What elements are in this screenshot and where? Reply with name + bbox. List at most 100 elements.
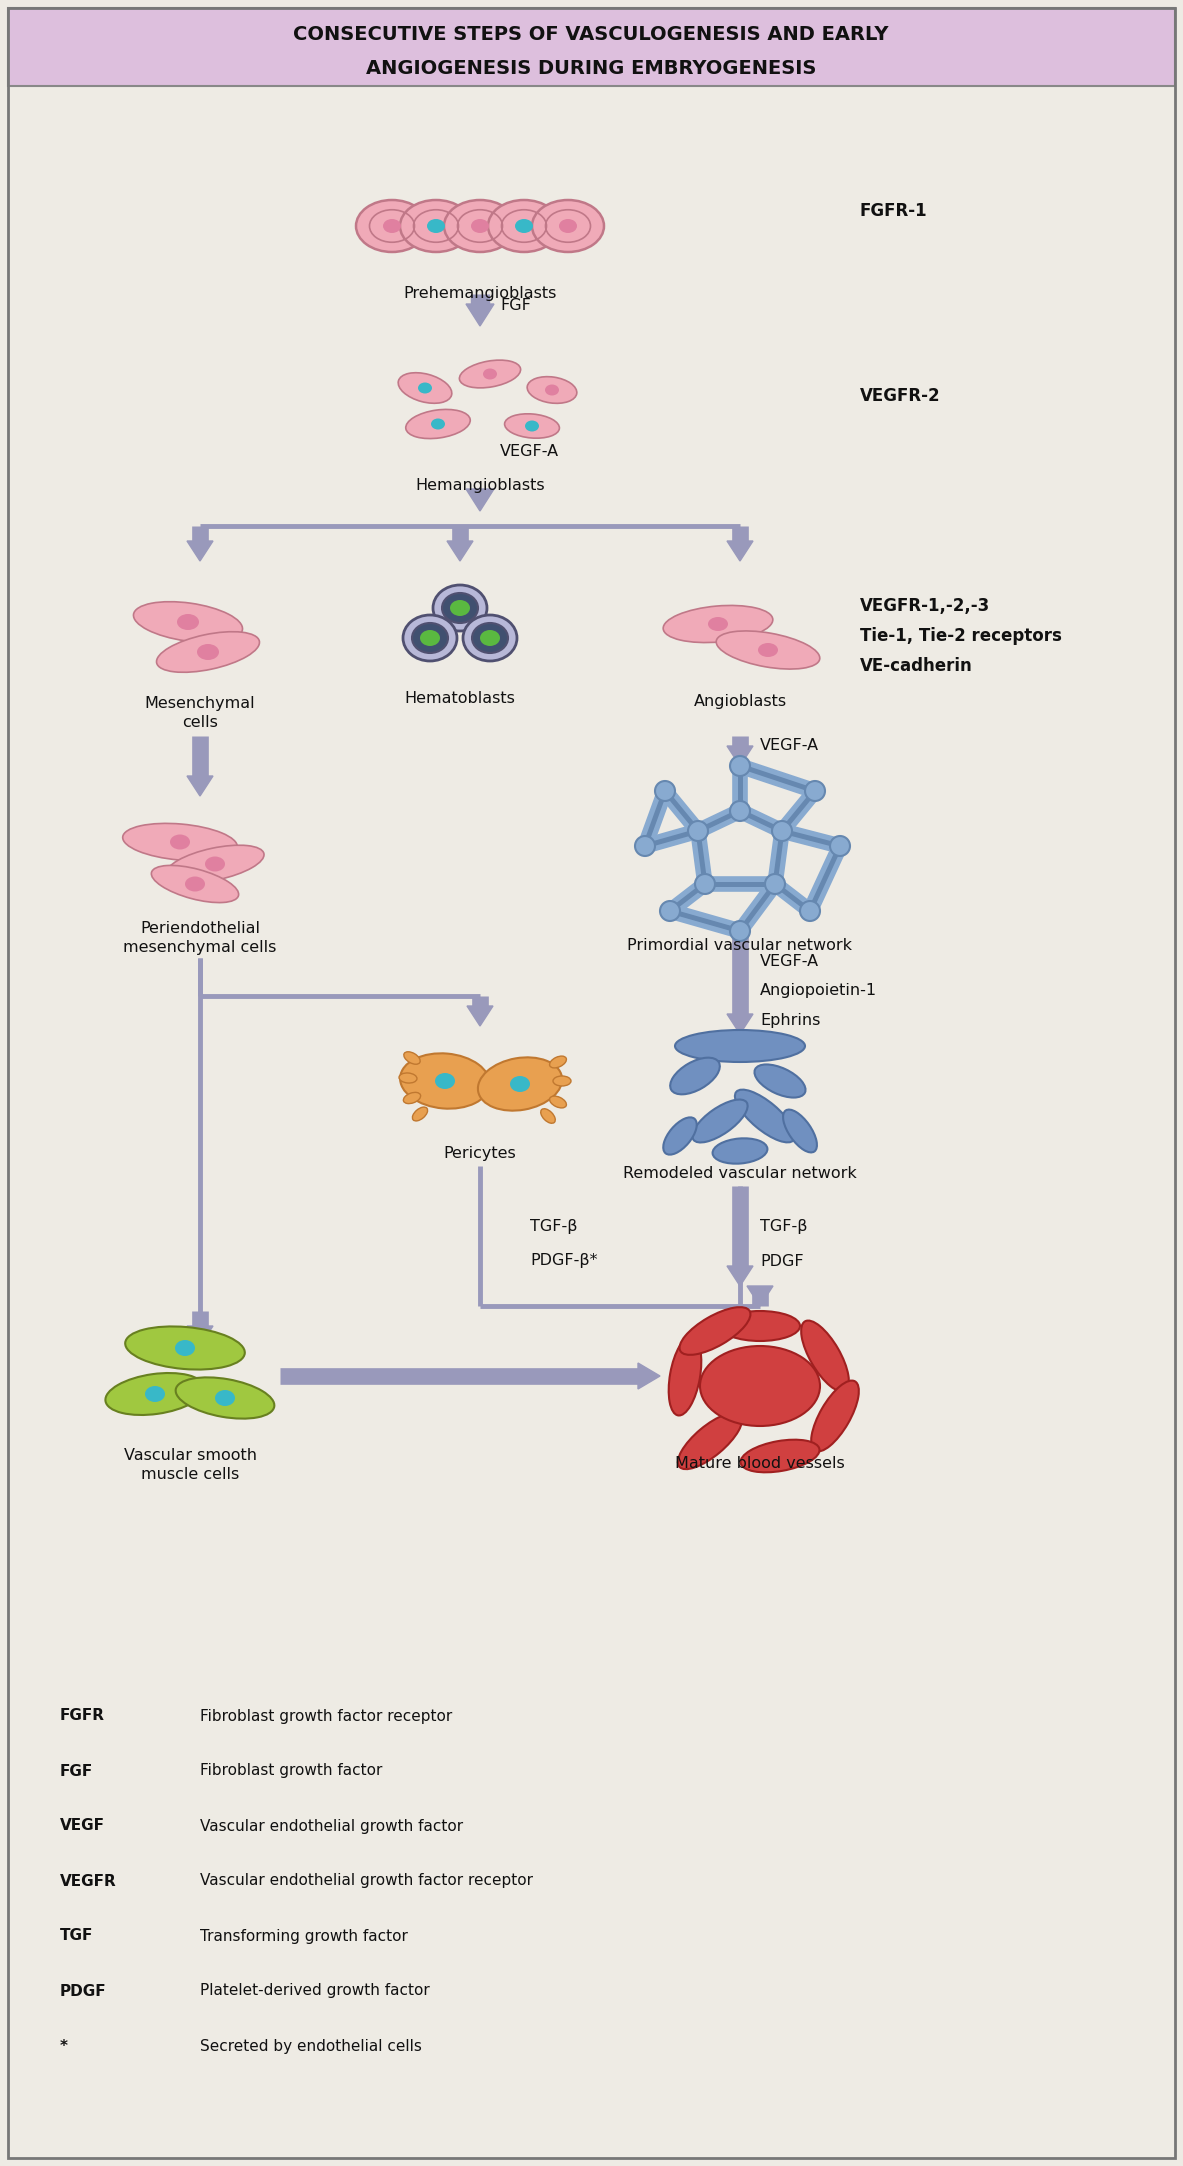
Circle shape <box>730 756 750 775</box>
Text: Fibroblast growth factor receptor: Fibroblast growth factor receptor <box>200 1709 452 1724</box>
Ellipse shape <box>177 613 199 630</box>
Text: VEGF-A: VEGF-A <box>759 953 819 968</box>
Ellipse shape <box>413 1107 427 1122</box>
Text: Mesenchymal
cells: Mesenchymal cells <box>144 695 256 730</box>
Ellipse shape <box>442 593 478 624</box>
Ellipse shape <box>560 219 577 234</box>
Text: Remodeled vascular network: Remodeled vascular network <box>623 1165 856 1180</box>
Circle shape <box>804 782 825 801</box>
Polygon shape <box>187 1326 213 1345</box>
Ellipse shape <box>720 1310 800 1341</box>
Ellipse shape <box>668 1336 702 1414</box>
Ellipse shape <box>418 383 432 394</box>
Polygon shape <box>467 1005 493 1027</box>
Ellipse shape <box>552 1077 571 1085</box>
Text: Secreted by endothelial cells: Secreted by endothelial cells <box>200 2038 422 2053</box>
Text: FGF: FGF <box>60 1763 93 1778</box>
Ellipse shape <box>541 1109 555 1124</box>
Text: Hemangioblasts: Hemangioblasts <box>415 479 545 494</box>
Bar <box>8 9 1175 87</box>
Ellipse shape <box>185 877 205 892</box>
Text: Primordial vascular network: Primordial vascular network <box>627 938 853 953</box>
Circle shape <box>765 875 786 895</box>
Ellipse shape <box>671 1057 719 1094</box>
Ellipse shape <box>525 420 539 431</box>
Ellipse shape <box>678 1412 742 1469</box>
Polygon shape <box>728 542 754 561</box>
Ellipse shape <box>459 360 521 388</box>
Polygon shape <box>728 1265 754 1287</box>
Text: PDGF: PDGF <box>759 1254 803 1269</box>
Ellipse shape <box>755 1064 806 1098</box>
Ellipse shape <box>166 845 264 884</box>
Text: TGF-β: TGF-β <box>759 1219 808 1232</box>
Ellipse shape <box>528 377 577 403</box>
Ellipse shape <box>692 1100 748 1141</box>
Ellipse shape <box>134 602 243 643</box>
Ellipse shape <box>435 1072 455 1089</box>
Ellipse shape <box>505 414 560 438</box>
Ellipse shape <box>545 386 560 396</box>
Text: Vascular endothelial growth factor receptor: Vascular endothelial growth factor recep… <box>200 1874 534 1889</box>
Ellipse shape <box>783 1109 817 1152</box>
Text: VEGFR-1,-2,-3: VEGFR-1,-2,-3 <box>860 598 990 615</box>
Ellipse shape <box>463 615 517 661</box>
Ellipse shape <box>175 1378 274 1419</box>
Ellipse shape <box>801 1321 849 1391</box>
Ellipse shape <box>433 585 487 630</box>
Text: TGF-β: TGF-β <box>530 1219 577 1232</box>
Ellipse shape <box>758 643 778 656</box>
Ellipse shape <box>812 1380 859 1451</box>
Ellipse shape <box>412 624 448 652</box>
Ellipse shape <box>399 373 452 403</box>
Ellipse shape <box>712 1139 768 1163</box>
Text: Periendothelial
mesenchymal cells: Periendothelial mesenchymal cells <box>123 921 277 955</box>
Text: Fibroblast growth factor: Fibroblast growth factor <box>200 1763 382 1778</box>
Ellipse shape <box>472 624 508 652</box>
Text: Angiopoietin-1: Angiopoietin-1 <box>759 983 877 999</box>
Ellipse shape <box>198 643 219 661</box>
Polygon shape <box>746 1287 772 1306</box>
Ellipse shape <box>550 1096 567 1109</box>
Circle shape <box>660 901 680 921</box>
Circle shape <box>772 821 791 840</box>
Ellipse shape <box>478 1057 562 1111</box>
Ellipse shape <box>483 368 497 379</box>
Ellipse shape <box>215 1391 235 1406</box>
Ellipse shape <box>125 1326 245 1369</box>
Text: PDGF-β*: PDGF-β* <box>530 1254 597 1269</box>
Ellipse shape <box>480 630 500 645</box>
Ellipse shape <box>510 1077 530 1092</box>
Text: TGF: TGF <box>60 1928 93 1943</box>
Circle shape <box>655 782 675 801</box>
Ellipse shape <box>471 219 489 234</box>
Polygon shape <box>466 303 494 327</box>
Ellipse shape <box>400 1053 490 1109</box>
Ellipse shape <box>489 199 560 251</box>
Ellipse shape <box>515 219 534 234</box>
Ellipse shape <box>675 1031 804 1061</box>
Ellipse shape <box>550 1057 567 1068</box>
Circle shape <box>730 921 750 940</box>
Text: FGF: FGF <box>500 299 531 314</box>
Circle shape <box>689 821 707 840</box>
Text: Pericytes: Pericytes <box>444 1146 516 1161</box>
Ellipse shape <box>356 199 428 251</box>
Polygon shape <box>187 542 213 561</box>
Circle shape <box>635 836 655 856</box>
Ellipse shape <box>664 606 772 643</box>
Ellipse shape <box>735 1089 795 1141</box>
Ellipse shape <box>400 199 472 251</box>
Text: Mature blood vessels: Mature blood vessels <box>675 1456 845 1471</box>
Polygon shape <box>638 1362 660 1388</box>
Ellipse shape <box>123 823 238 860</box>
Text: VE-cadherin: VE-cadherin <box>860 656 972 676</box>
Ellipse shape <box>679 1306 750 1356</box>
Ellipse shape <box>403 1053 420 1064</box>
Text: VEGF-A: VEGF-A <box>759 739 819 754</box>
Polygon shape <box>187 775 213 795</box>
Text: Ephrins: Ephrins <box>759 1014 820 1029</box>
Ellipse shape <box>707 617 728 630</box>
Text: CONSECUTIVE STEPS OF VASCULOGENESIS AND EARLY: CONSECUTIVE STEPS OF VASCULOGENESIS AND … <box>293 24 888 43</box>
Text: ANGIOGENESIS DURING EMBRYOGENESIS: ANGIOGENESIS DURING EMBRYOGENESIS <box>366 58 816 78</box>
